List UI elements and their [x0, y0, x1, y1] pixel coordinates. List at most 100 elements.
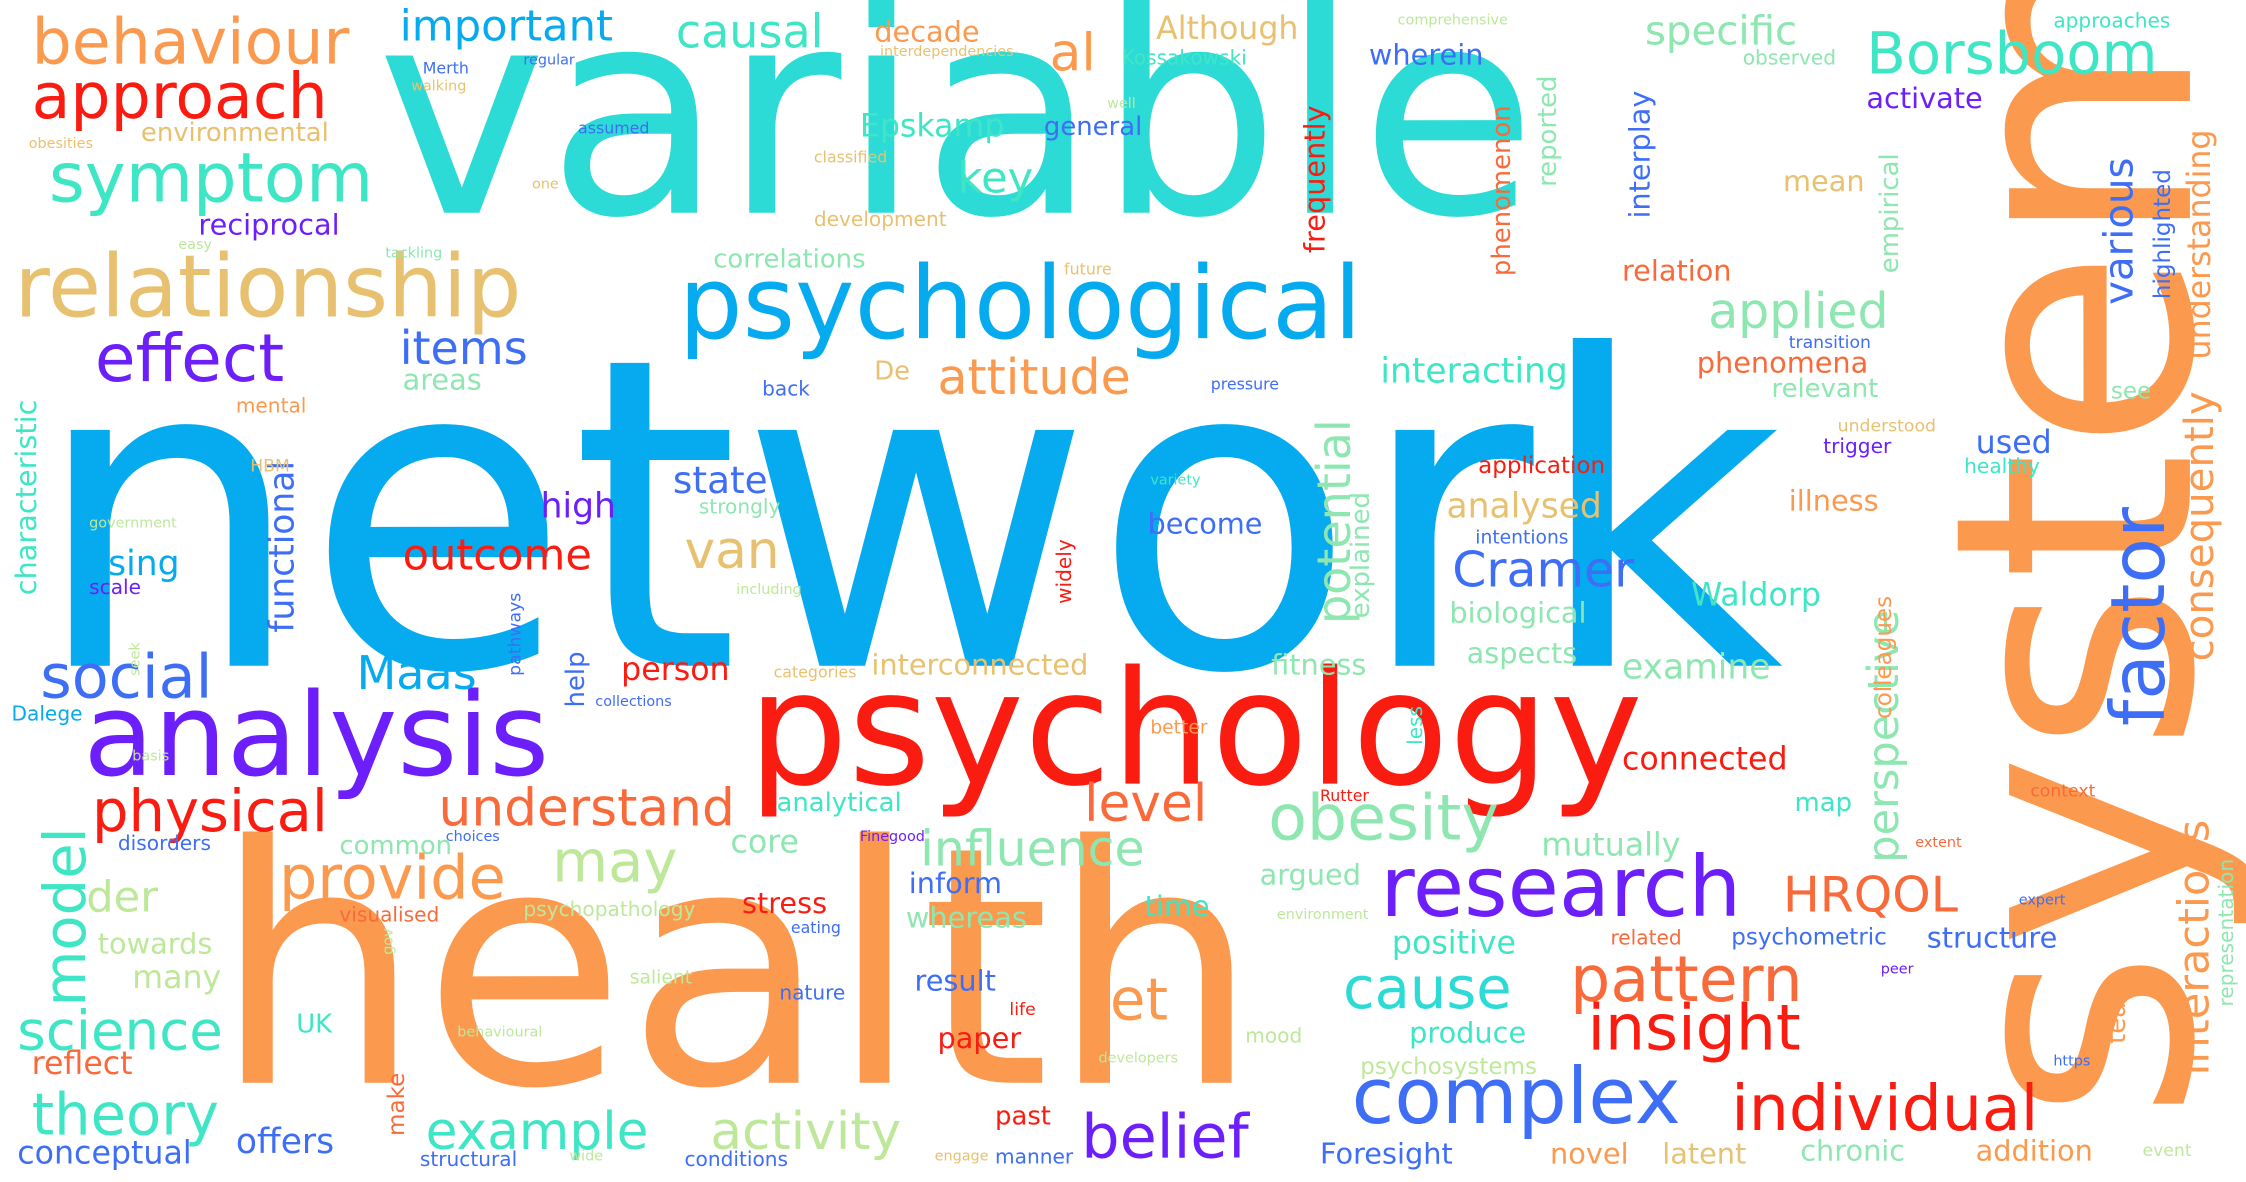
word: intentions: [1475, 527, 1569, 550]
word: theory: [31, 1082, 219, 1149]
word: including: [736, 582, 802, 599]
word: specific: [1644, 7, 1798, 55]
word: common: [339, 831, 453, 862]
word: reciprocal: [198, 207, 340, 242]
word: environmental: [140, 117, 329, 149]
word: reported: [1532, 75, 1563, 187]
word: decade: [874, 14, 980, 49]
word: general: [1043, 112, 1143, 143]
word: relevant: [1771, 373, 1879, 405]
word: connected: [1621, 741, 1788, 778]
word: psychological: [678, 244, 1362, 363]
word: https: [2053, 1053, 2091, 1070]
word: argued: [1259, 856, 1361, 892]
word: items: [399, 320, 528, 376]
word: better: [1150, 717, 1208, 740]
word: transition: [1788, 332, 1871, 353]
word: gov: [381, 928, 397, 955]
word: novel: [1550, 1135, 1629, 1171]
word: scale: [89, 576, 142, 600]
word: comprehensive: [1397, 12, 1508, 29]
word: phenomenon: [1486, 105, 1517, 277]
word: areas: [402, 362, 482, 397]
word: Merth: [422, 58, 469, 78]
word: eating: [790, 918, 841, 938]
word: many: [132, 960, 222, 997]
word: causal: [675, 4, 824, 59]
word: insight: [1587, 992, 1801, 1066]
word: health: [212, 777, 1260, 1162]
word: factor: [2096, 507, 2183, 727]
word: consequently: [2175, 391, 2223, 662]
word: analytical: [776, 787, 902, 819]
word: mutually: [1541, 828, 1681, 865]
word: manner: [995, 1146, 1074, 1170]
word: outcome: [402, 530, 592, 581]
word: produce: [1409, 1015, 1527, 1050]
word: salient: [629, 967, 693, 990]
word: level: [1084, 775, 1208, 834]
word: belief: [1081, 1101, 1249, 1172]
word: visualised: [339, 904, 440, 928]
word: various: [2095, 157, 2143, 305]
word: interconnected: [871, 647, 1089, 682]
word: latent: [1662, 1135, 1747, 1171]
word: map: [1794, 787, 1853, 819]
word: tackling: [385, 245, 443, 262]
word: Rutter: [1319, 786, 1369, 806]
word: psychopathology: [523, 898, 696, 922]
word: used: [1975, 425, 2052, 462]
word: make: [382, 1072, 410, 1136]
word: Although: [1156, 11, 1299, 48]
word: psychosystems: [1360, 1052, 1537, 1080]
word: healthy: [1964, 455, 2040, 479]
word: past: [995, 1101, 1051, 1132]
word: expert: [2018, 892, 2066, 909]
word: may: [552, 829, 678, 896]
word: illness: [1788, 483, 1879, 518]
word: life: [1009, 999, 1036, 1020]
word: analysis: [83, 668, 550, 803]
word: network: [31, 266, 1784, 768]
word: interplay: [1621, 90, 1657, 219]
word: psychology: [747, 636, 1643, 822]
word: phenomena: [1696, 345, 1869, 380]
word: frequently: [1296, 105, 1332, 254]
word: assumed: [578, 119, 650, 139]
word: HBM: [250, 455, 290, 476]
word: empirical: [1875, 153, 1906, 274]
word: al: [1049, 24, 1096, 84]
word: context: [2030, 780, 2096, 801]
word: whereas: [905, 900, 1027, 935]
word: biological: [1449, 595, 1587, 630]
word: van: [684, 521, 780, 581]
word: state: [672, 460, 768, 504]
word: correlations: [713, 244, 866, 275]
word: interactions: [2169, 819, 2221, 1076]
word: conceptual: [17, 1135, 192, 1172]
word: explained: [1345, 492, 1377, 619]
word: cause: [1342, 956, 1512, 1023]
word: trigger: [1823, 435, 1892, 459]
word: UK: [296, 1009, 333, 1040]
word: conditions: [684, 1148, 789, 1172]
word: der: [86, 872, 158, 924]
word: government: [89, 516, 177, 533]
word: event: [2142, 1140, 2192, 1161]
word: developers: [1098, 1051, 1179, 1067]
word: De: [874, 356, 911, 387]
word: pressure: [1210, 375, 1280, 394]
word: Maas: [356, 645, 477, 701]
word: activate: [1866, 80, 1983, 116]
word: extent: [1915, 835, 1962, 852]
word: representation: [2215, 858, 2239, 1007]
word: core: [730, 825, 799, 862]
word: science: [17, 999, 223, 1063]
word: disorders: [117, 832, 211, 856]
word: Finegood: [859, 829, 925, 846]
word: less: [1404, 705, 1428, 745]
word: person: [621, 652, 730, 689]
word: interdependencies: [879, 44, 1014, 61]
word: wide: [569, 1148, 604, 1165]
